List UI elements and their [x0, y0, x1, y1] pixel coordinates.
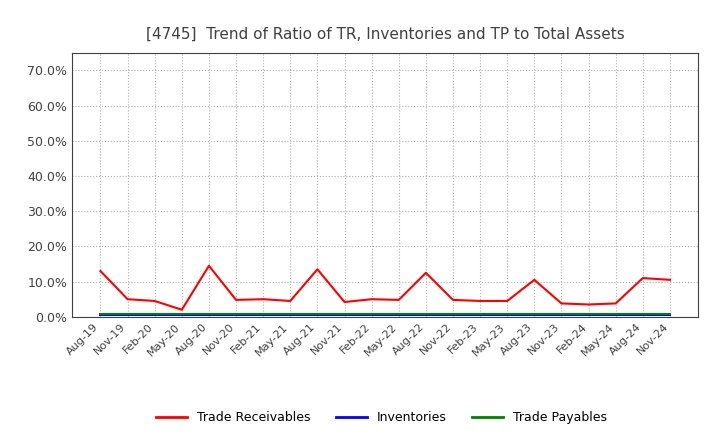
Line: Trade Receivables: Trade Receivables [101, 266, 670, 310]
Inventories [503, 312, 511, 318]
Trade Receivables [286, 298, 294, 304]
Trade Receivables [665, 277, 674, 282]
Trade Payables [557, 312, 566, 317]
Inventories [395, 312, 403, 318]
Inventories [449, 312, 457, 318]
Trade Receivables [395, 297, 403, 303]
Trade Receivables [639, 275, 647, 281]
Trade Payables [123, 312, 132, 317]
Trade Receivables [313, 267, 322, 272]
Trade Payables [367, 312, 376, 317]
Trade Receivables [557, 301, 566, 306]
Trade Receivables [476, 298, 485, 304]
Trade Payables [503, 312, 511, 317]
Trade Payables [204, 312, 213, 317]
Trade Payables [584, 312, 593, 317]
Title: [4745]  Trend of Ratio of TR, Inventories and TP to Total Assets: [4745] Trend of Ratio of TR, Inventories… [146, 27, 624, 42]
Trade Payables [421, 312, 430, 317]
Inventories [639, 312, 647, 318]
Trade Payables [313, 312, 322, 317]
Trade Receivables [530, 277, 539, 282]
Trade Receivables [204, 263, 213, 268]
Trade Payables [150, 312, 159, 317]
Trade Payables [178, 312, 186, 317]
Legend: Trade Receivables, Inventories, Trade Payables: Trade Receivables, Inventories, Trade Pa… [151, 407, 612, 429]
Trade Payables [341, 312, 349, 317]
Inventories [476, 312, 485, 318]
Trade Payables [449, 312, 457, 317]
Inventories [557, 312, 566, 318]
Inventories [204, 312, 213, 318]
Inventories [232, 312, 240, 318]
Trade Receivables [96, 268, 105, 274]
Inventories [259, 312, 268, 318]
Trade Payables [665, 312, 674, 317]
Inventories [341, 312, 349, 318]
Trade Receivables [503, 298, 511, 304]
Inventories [530, 312, 539, 318]
Inventories [367, 312, 376, 318]
Inventories [286, 312, 294, 318]
Trade Receivables [259, 297, 268, 302]
Inventories [96, 312, 105, 318]
Trade Payables [639, 312, 647, 317]
Inventories [123, 312, 132, 318]
Inventories [150, 312, 159, 318]
Trade Payables [232, 312, 240, 317]
Trade Receivables [178, 307, 186, 312]
Trade Payables [259, 312, 268, 317]
Trade Receivables [421, 270, 430, 275]
Trade Receivables [341, 299, 349, 304]
Trade Receivables [123, 297, 132, 302]
Inventories [313, 312, 322, 318]
Trade Receivables [584, 302, 593, 307]
Trade Receivables [232, 297, 240, 303]
Trade Receivables [449, 297, 457, 303]
Inventories [421, 312, 430, 318]
Trade Receivables [150, 298, 159, 304]
Inventories [611, 312, 620, 318]
Inventories [584, 312, 593, 318]
Trade Receivables [611, 301, 620, 306]
Inventories [665, 312, 674, 318]
Inventories [178, 312, 186, 318]
Trade Payables [611, 312, 620, 317]
Trade Payables [476, 312, 485, 317]
Trade Payables [96, 312, 105, 317]
Trade Payables [286, 312, 294, 317]
Trade Receivables [367, 297, 376, 302]
Trade Payables [530, 312, 539, 317]
Trade Payables [395, 312, 403, 317]
